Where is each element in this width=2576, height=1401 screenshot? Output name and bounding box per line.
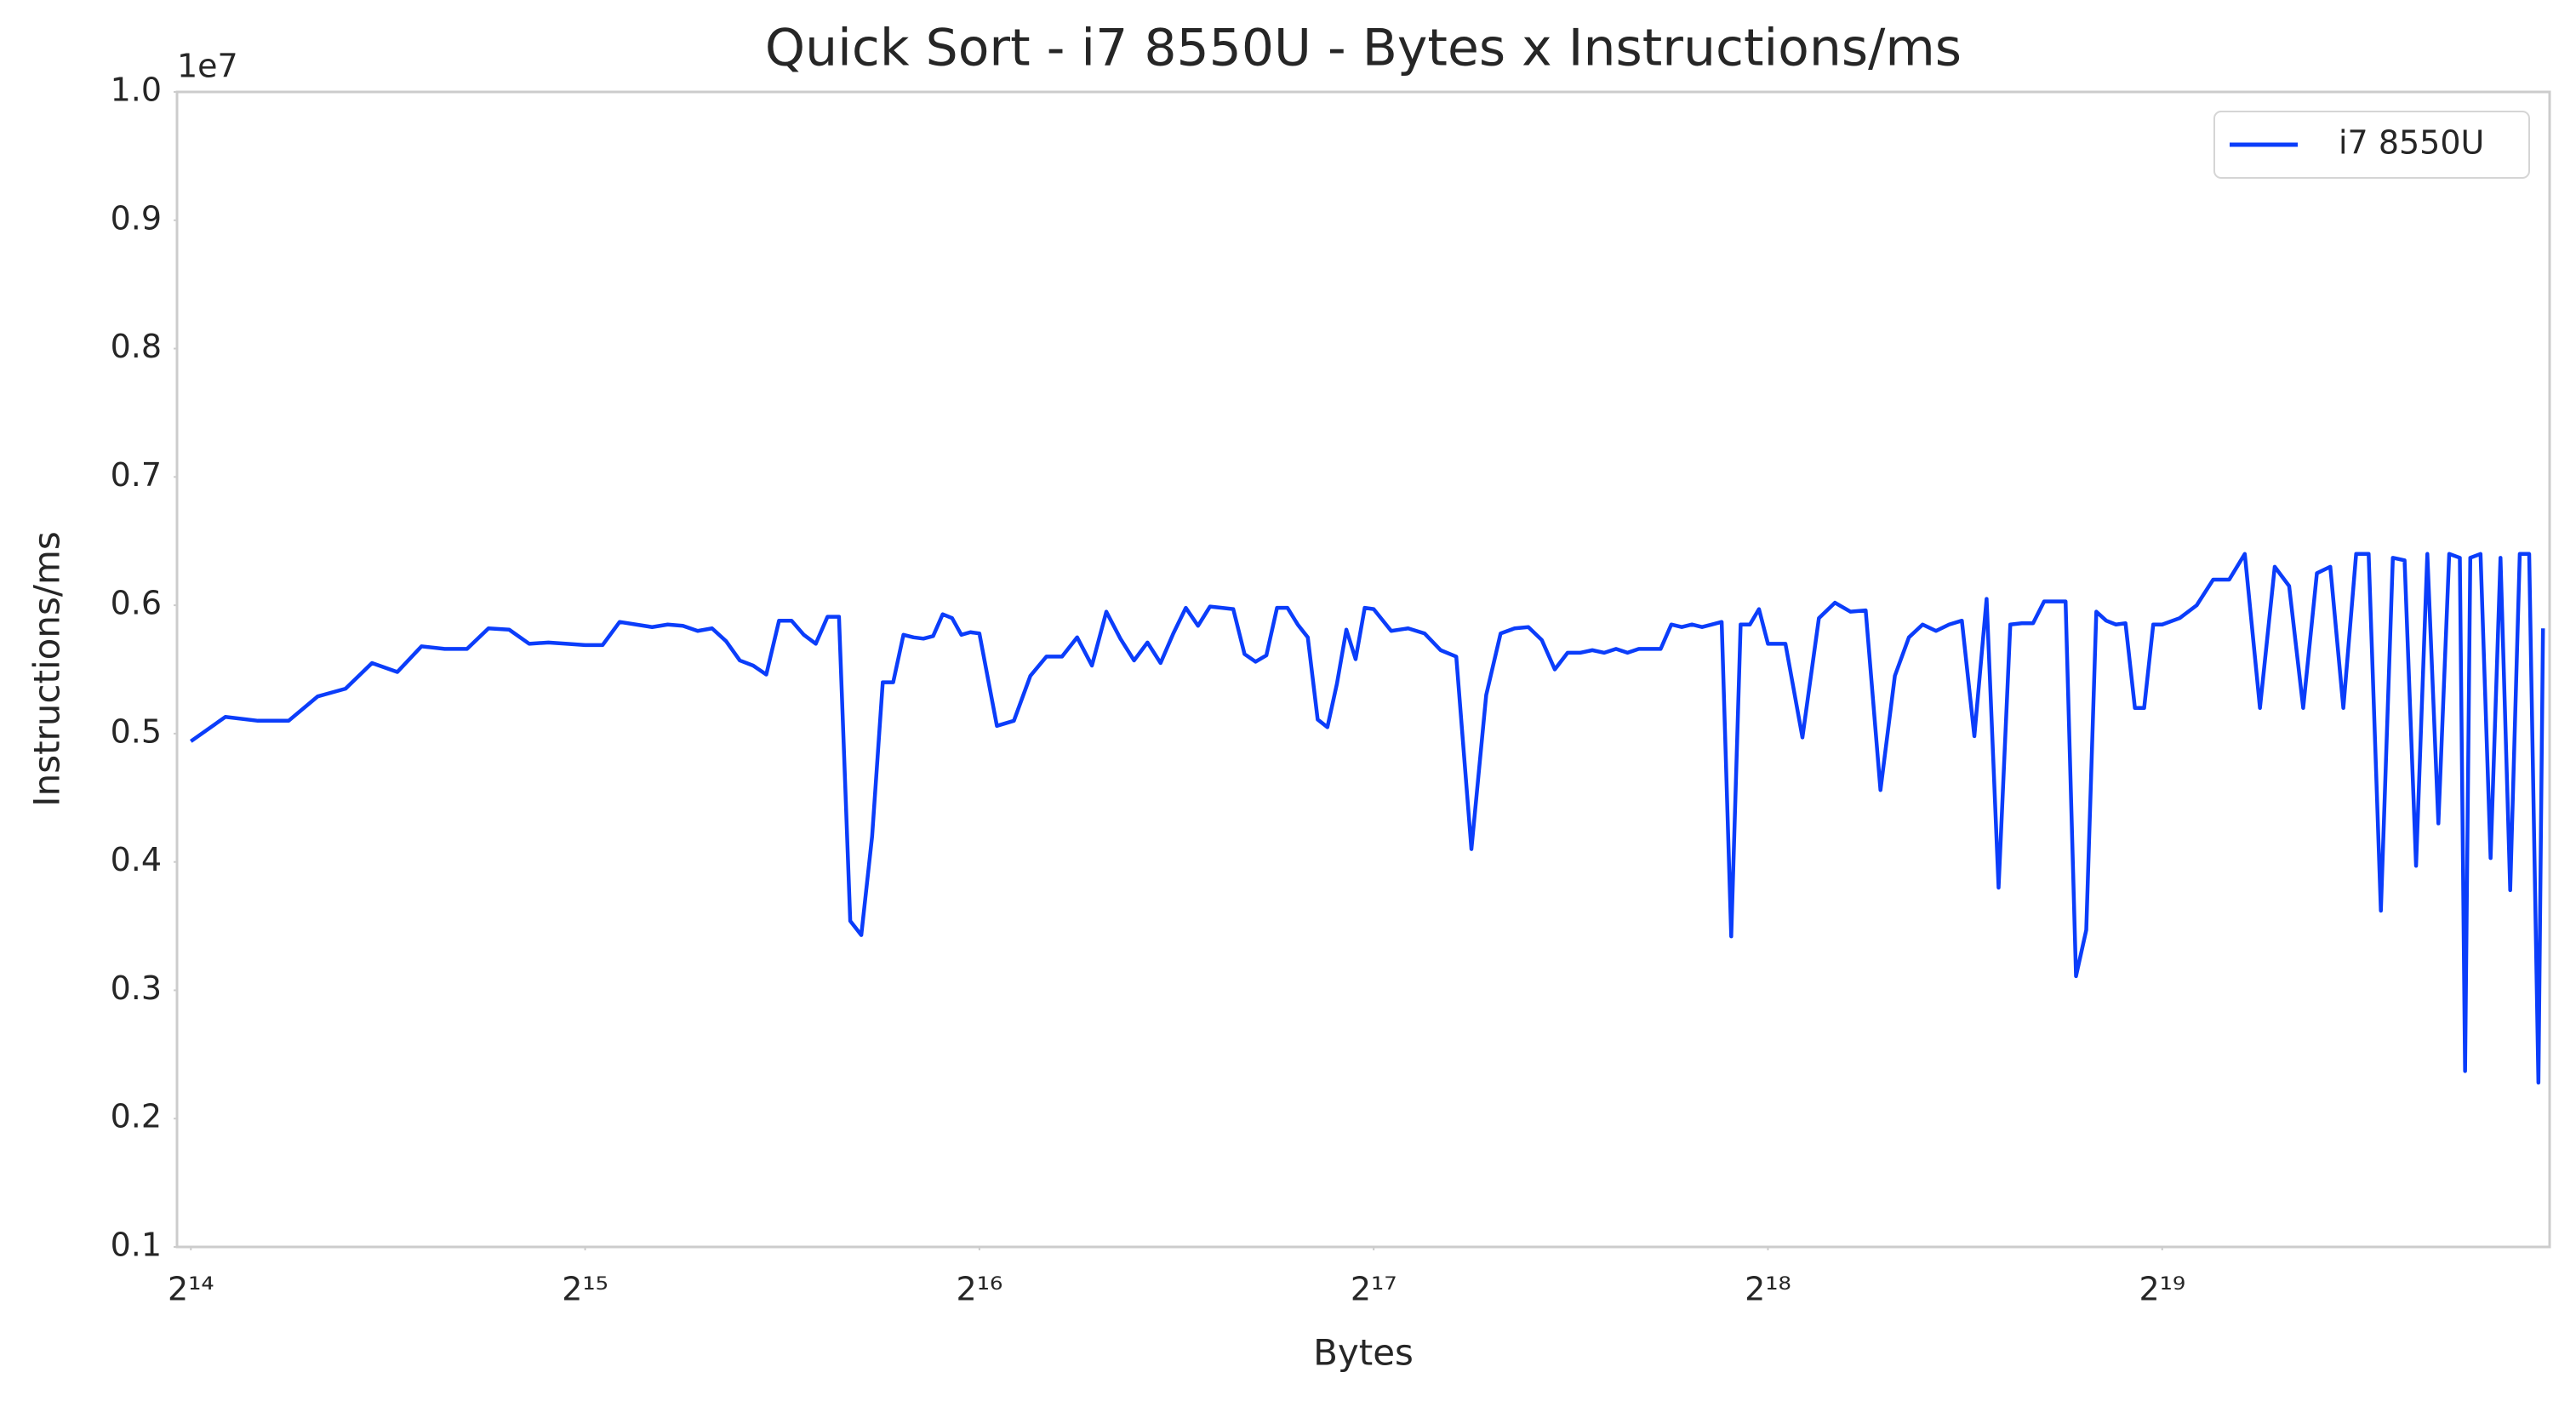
legend-box [2213,111,2530,179]
x-tick-label: 2¹⁸ [1745,1271,1791,1308]
y-axis-label: Instructions/ms [26,531,68,807]
x-tick-label: 2¹⁹ [2139,1271,2185,1308]
plot-frame [175,90,2551,1249]
y-tick-label: 0.8 [111,328,162,365]
y-tick-label: 0.5 [111,712,162,750]
y-tick-label: 0.6 [111,585,162,622]
x-tick-label: 2¹⁴ [168,1271,214,1308]
y-tick-label: 0.7 [111,456,162,494]
x-tick-label: 2¹⁵ [562,1271,608,1308]
y-tick-label: 0.3 [111,969,162,1007]
chart-title: Quick Sort - i7 8550U - Bytes x Instruct… [765,19,1962,78]
x-tick-label: 2¹⁶ [957,1271,1003,1308]
series-line [189,552,2545,1085]
x-axis-label: Bytes [1313,1332,1414,1374]
y-offset-label: 1e7 [177,48,238,85]
y-tick-label: 0.4 [111,841,162,878]
y-tick-label: 0.1 [111,1227,162,1264]
legend: i7 8550U [2213,111,2530,179]
legend-label: i7 8550U [2339,124,2484,162]
y-tick-label: 0.9 [111,199,162,237]
y-tick-label: 0.2 [111,1098,162,1135]
y-tick-label: 1.0 [111,71,162,109]
x-tick-label: 2¹⁷ [1351,1271,1397,1308]
